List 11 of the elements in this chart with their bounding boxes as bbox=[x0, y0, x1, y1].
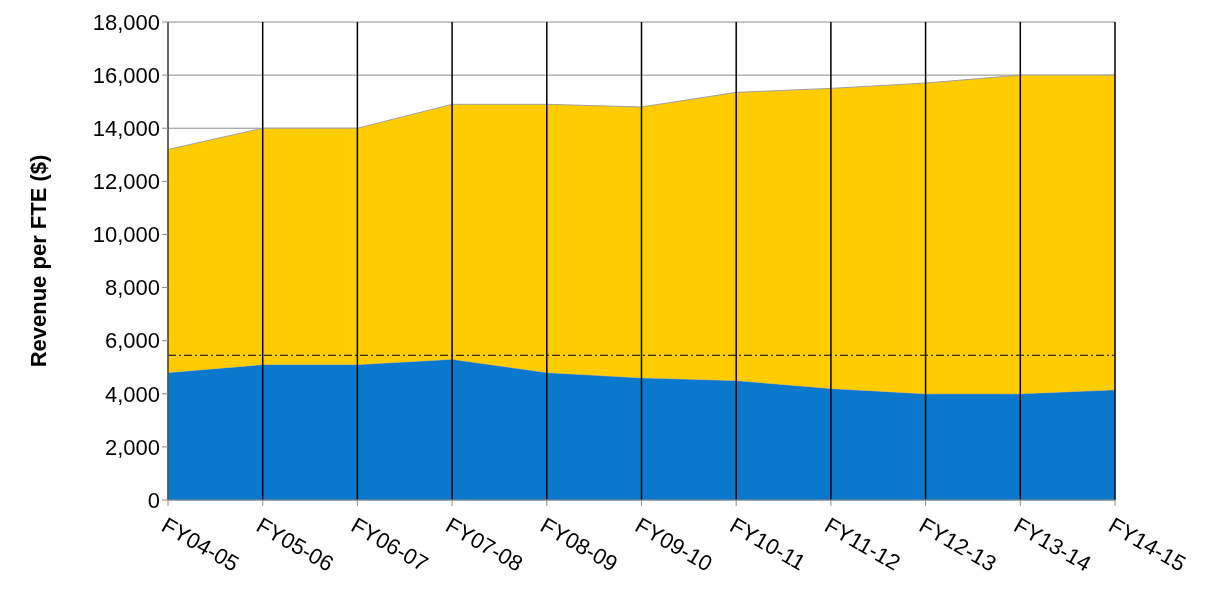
y-tick-label: 14,000 bbox=[92, 116, 160, 142]
y-tick-label: 18,000 bbox=[92, 9, 160, 35]
y-tick-label: 4,000 bbox=[104, 381, 160, 407]
y-tick-label: 16,000 bbox=[92, 62, 160, 88]
y-tick-label: 6,000 bbox=[104, 328, 160, 354]
y-axis-title: Revenue per FTE ($) bbox=[25, 154, 51, 368]
y-tick-label: 12,000 bbox=[92, 169, 160, 195]
y-tick-label: 0 bbox=[147, 487, 160, 513]
y-tick-label: 10,000 bbox=[92, 222, 160, 248]
y-tick-label: 2,000 bbox=[104, 434, 160, 460]
y-tick-label: 8,000 bbox=[104, 275, 160, 301]
